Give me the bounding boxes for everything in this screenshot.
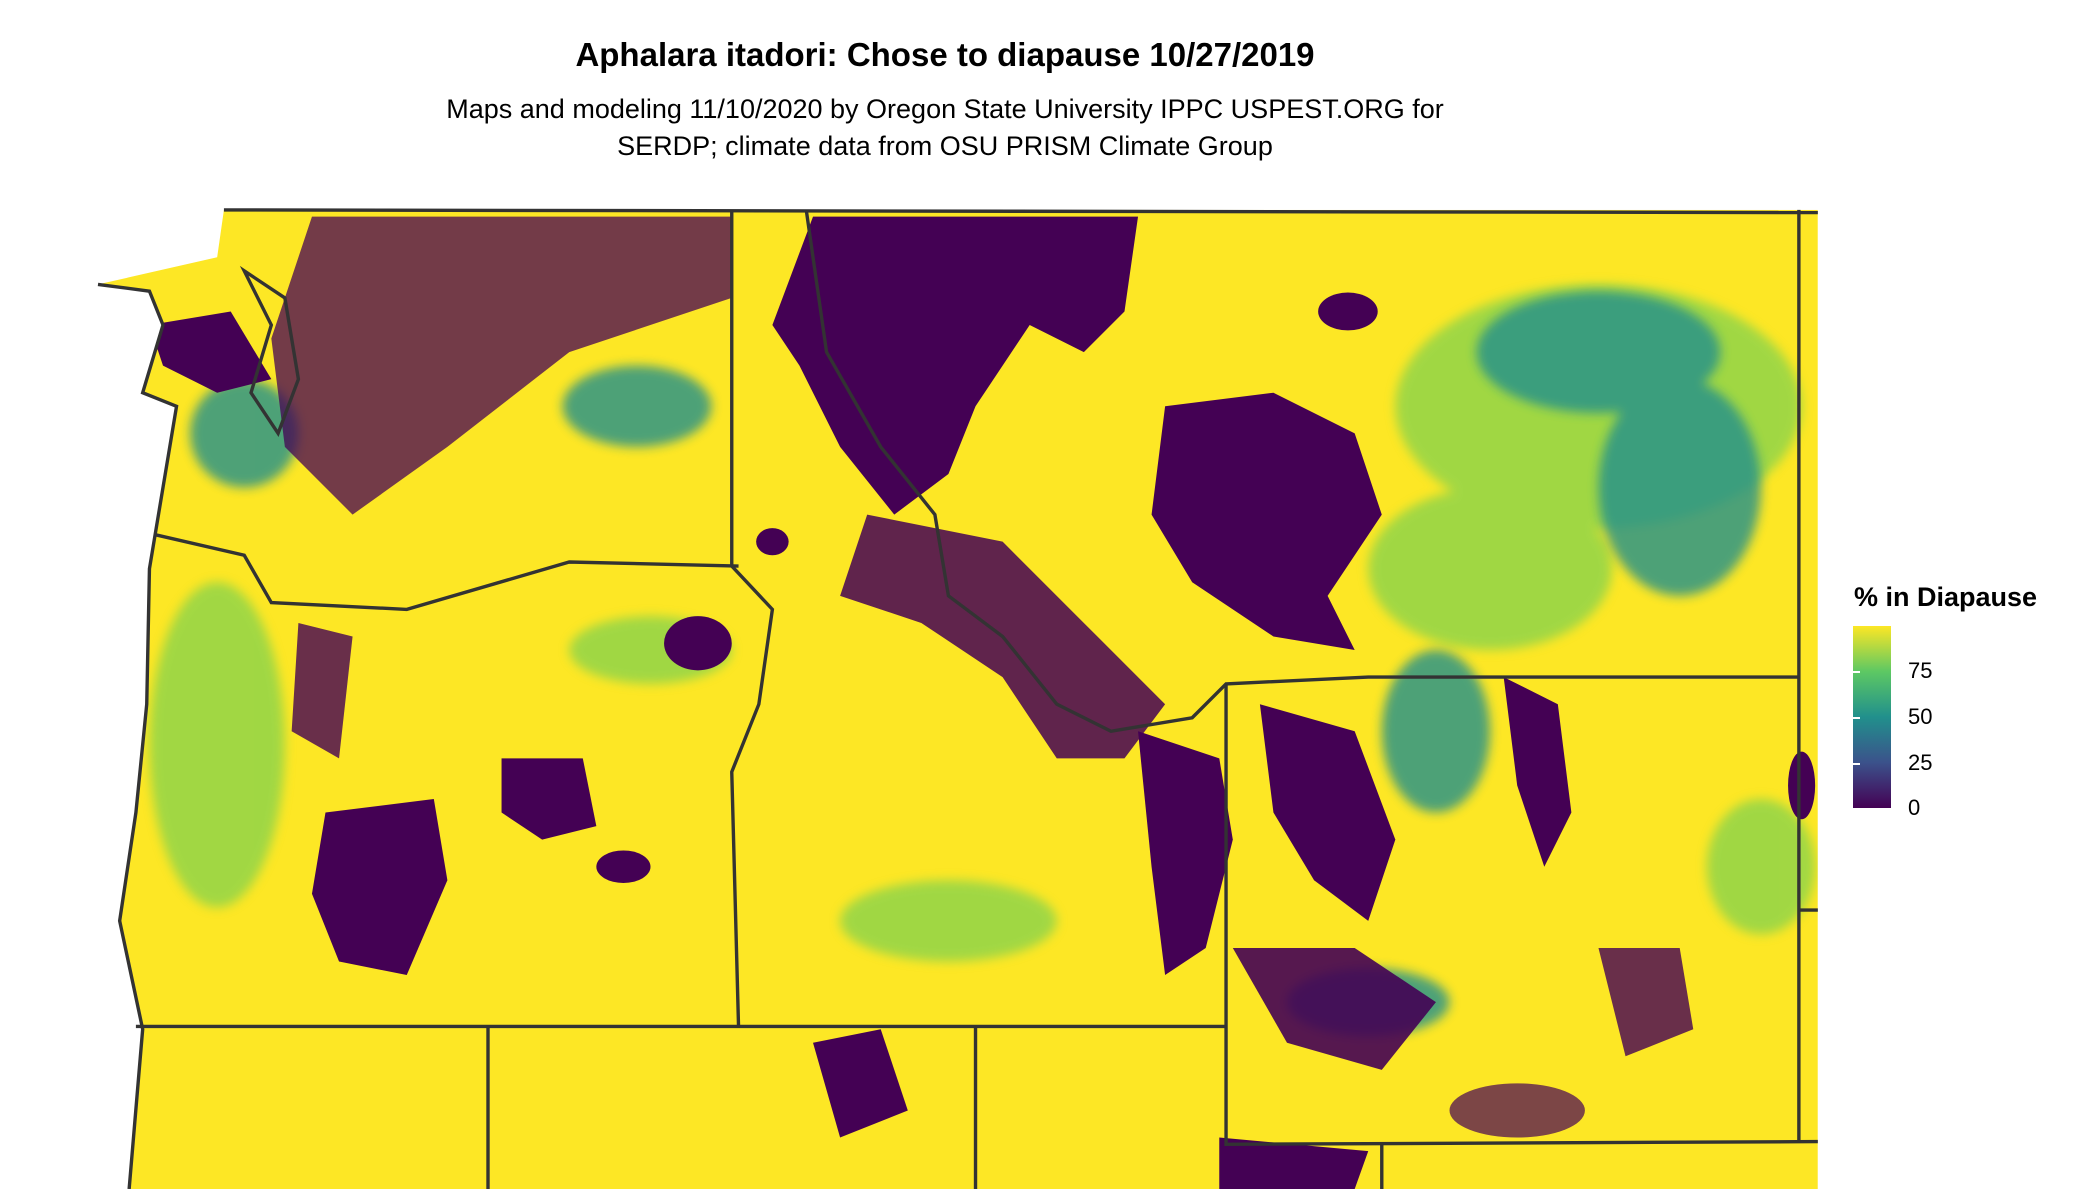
legend-tick [1853,717,1860,719]
legend-tick [1853,671,1860,673]
map-title: Aphalara itadori: Chose to diapause 10/2… [575,36,1315,73]
legend-label-0: 0 [1908,795,1921,820]
raster-layer [97,209,1818,1189]
legend-tick [1853,763,1860,765]
legend-label-50: 50 [1908,704,1933,729]
map-subtitle-line2: SERDP; climate data from OSU PRISM Clima… [617,131,1273,161]
map-subtitle-line1: Maps and modeling 11/10/2020 by Oregon S… [446,94,1444,124]
legend-title: % in Diapause [1854,582,2038,612]
state-boundaries [97,208,1818,1189]
legend-label-75: 75 [1908,658,1933,683]
legend-label-25: 25 [1908,750,1933,775]
